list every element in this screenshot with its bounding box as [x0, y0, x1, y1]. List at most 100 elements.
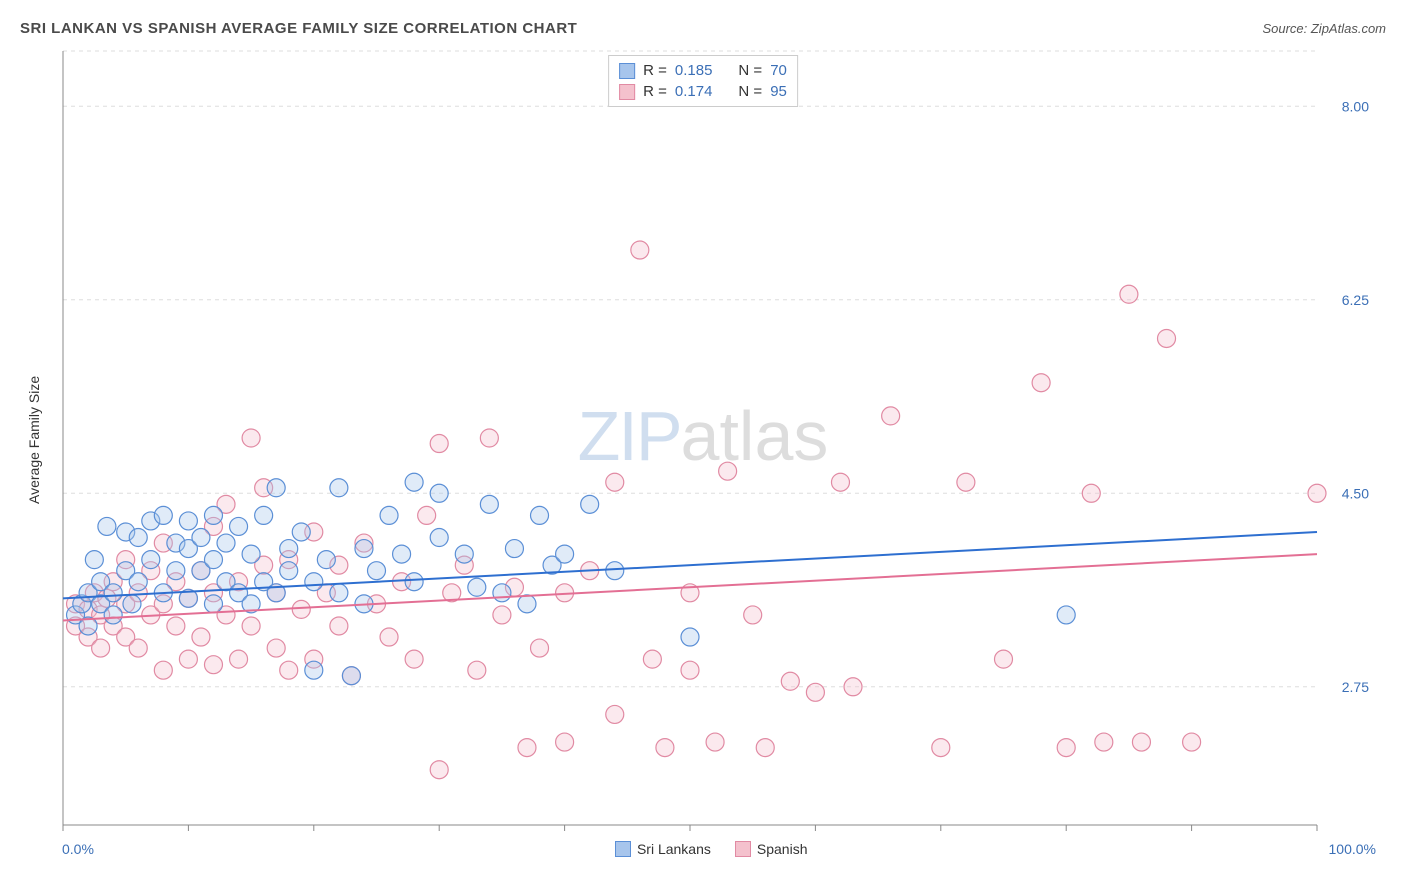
data-point [957, 473, 975, 491]
data-point [104, 584, 122, 602]
data-point [123, 595, 141, 613]
data-point [643, 650, 661, 668]
data-point [154, 506, 172, 524]
data-point [430, 529, 448, 547]
data-point [430, 761, 448, 779]
data-point [167, 617, 185, 635]
data-point [556, 733, 574, 751]
data-point [230, 650, 248, 668]
data-point [781, 672, 799, 690]
data-point [280, 540, 298, 558]
data-point [330, 584, 348, 602]
legend-label: Spanish [757, 841, 808, 857]
y-tick-label: 4.50 [1342, 485, 1369, 501]
data-point [806, 683, 824, 701]
data-point [242, 617, 260, 635]
legend-r-value: 0.174 [675, 83, 713, 100]
legend-n-label: N = [738, 62, 762, 79]
data-point [280, 562, 298, 580]
data-point [204, 656, 222, 674]
data-point [468, 578, 486, 596]
chart-area: Average Family Size 2.754.506.258.00 ZIP… [20, 45, 1386, 835]
data-point [719, 462, 737, 480]
stats-legend-row: R = 0.185 N = 70 [619, 60, 787, 81]
data-point [129, 529, 147, 547]
data-point [380, 628, 398, 646]
data-point [129, 639, 147, 657]
data-point [606, 705, 624, 723]
legend-item: Spanish [735, 841, 808, 857]
data-point [267, 639, 285, 657]
series-legend: Sri Lankans Spanish [615, 841, 808, 857]
data-point [631, 241, 649, 259]
legend-r-label: R = [643, 83, 667, 100]
legend-swatch [619, 84, 635, 100]
scatter-chart: 2.754.506.258.00 [48, 45, 1386, 835]
x-axis-min-label: 0.0% [62, 841, 94, 857]
data-point [531, 639, 549, 657]
data-point [882, 407, 900, 425]
data-point [1057, 739, 1075, 757]
data-point [154, 661, 172, 679]
legend-r-value: 0.185 [675, 62, 713, 79]
legend-swatch [619, 63, 635, 79]
data-point [831, 473, 849, 491]
data-point [606, 562, 624, 580]
legend-item: Sri Lankans [615, 841, 711, 857]
data-point [995, 650, 1013, 668]
data-point [681, 628, 699, 646]
data-point [292, 600, 310, 618]
data-point [430, 484, 448, 502]
data-point [405, 573, 423, 591]
data-point [85, 551, 103, 569]
data-point [255, 506, 273, 524]
data-point [230, 517, 248, 535]
data-point [380, 506, 398, 524]
data-point [267, 479, 285, 497]
data-point [756, 739, 774, 757]
data-point [1057, 606, 1075, 624]
data-point [167, 562, 185, 580]
data-point [317, 551, 335, 569]
data-point [242, 429, 260, 447]
data-point [1095, 733, 1113, 751]
data-point [656, 739, 674, 757]
data-point [179, 650, 197, 668]
header-row: SRI LANKAN VS SPANISH AVERAGE FAMILY SIZ… [20, 20, 1386, 37]
data-point [192, 529, 210, 547]
data-point [305, 573, 323, 591]
stats-legend: R = 0.185 N = 70 R = 0.174 N = 95 [608, 55, 798, 107]
data-point [505, 540, 523, 558]
data-point [844, 678, 862, 696]
legend-n-label: N = [738, 83, 762, 100]
data-point [92, 639, 110, 657]
data-point [179, 512, 197, 530]
trend-line [63, 554, 1317, 620]
chart-title: SRI LANKAN VS SPANISH AVERAGE FAMILY SIZ… [20, 20, 577, 37]
x-axis-row: 0.0% Sri LankansSpanish 100.0% [20, 841, 1386, 857]
data-point [1308, 484, 1326, 502]
data-point [430, 435, 448, 453]
data-point [330, 479, 348, 497]
y-axis-label: Average Family Size [20, 45, 48, 835]
data-point [1183, 733, 1201, 751]
data-point [305, 661, 323, 679]
legend-n-value: 95 [770, 83, 787, 100]
data-point [606, 473, 624, 491]
data-point [355, 540, 373, 558]
data-point [518, 739, 536, 757]
data-point [1082, 484, 1100, 502]
data-point [681, 661, 699, 679]
legend-swatch [735, 841, 751, 857]
data-point [1158, 329, 1176, 347]
y-tick-label: 6.25 [1342, 292, 1369, 308]
data-point [342, 667, 360, 685]
data-point [531, 506, 549, 524]
data-point [1132, 733, 1150, 751]
source-label: Source: ZipAtlas.com [1262, 21, 1386, 36]
data-point [556, 545, 574, 563]
data-point [418, 506, 436, 524]
data-point [217, 534, 235, 552]
data-point [480, 495, 498, 513]
data-point [204, 595, 222, 613]
